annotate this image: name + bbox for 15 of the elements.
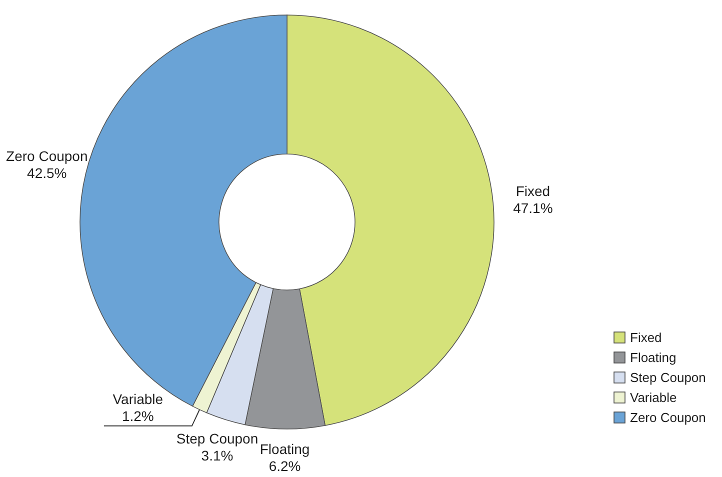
data-label: 3.1% — [201, 447, 234, 464]
slice-label: Floating — [260, 440, 310, 457]
data-label: 1.2% — [122, 408, 154, 424]
data-label: 42.5% — [27, 165, 67, 182]
slice-label: Step Coupon — [176, 430, 258, 446]
data-label: 6.2% — [268, 458, 301, 474]
data-label: 47.1% — [513, 200, 553, 216]
legend-label: Fixed — [630, 330, 662, 345]
legend-label: Step Coupon — [630, 370, 706, 385]
legend-label: Variable — [630, 390, 677, 405]
legend-label: Zero Coupon — [630, 410, 706, 425]
slice-label: Zero Coupon — [6, 148, 88, 164]
legend-label: Floating — [630, 350, 676, 365]
slice-label: Fixed — [516, 183, 550, 200]
slice-label: Variable — [112, 390, 164, 407]
